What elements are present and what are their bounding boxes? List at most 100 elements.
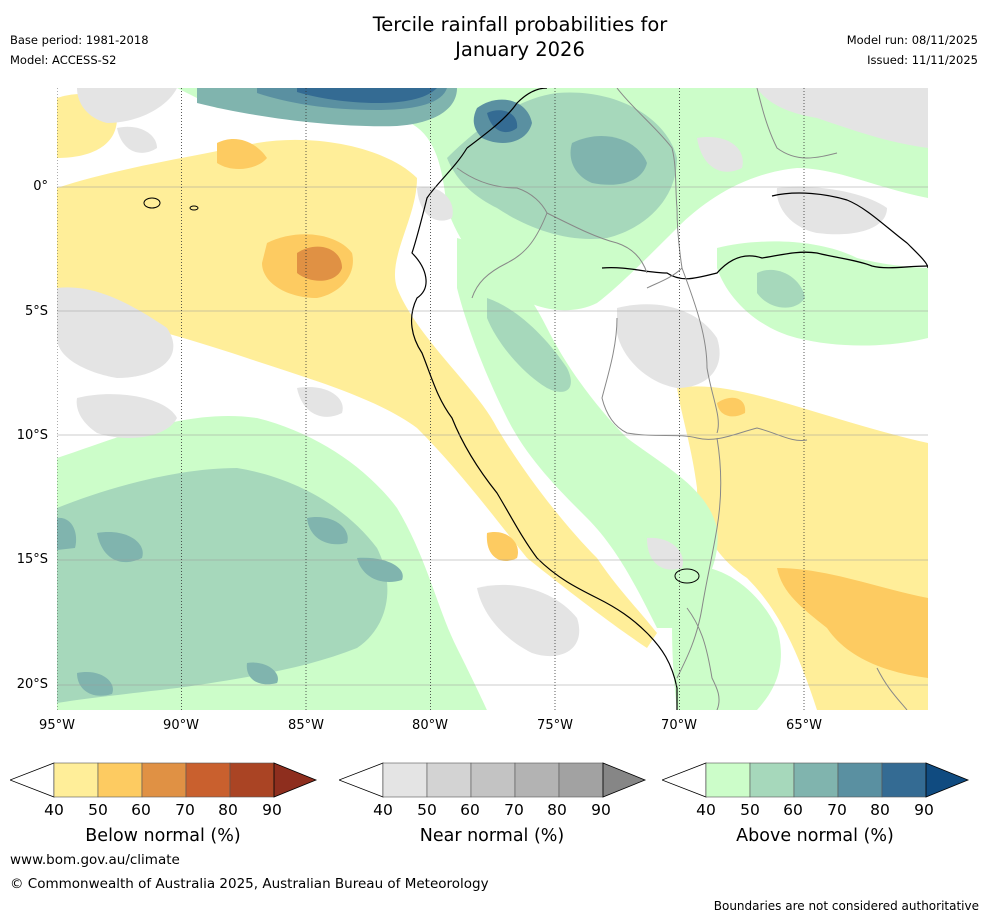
colorbar-swatch-1	[749, 762, 795, 798]
near-normal-east-1	[776, 186, 887, 235]
colorbar-high-extend	[925, 762, 970, 798]
tick-near-70: 70	[504, 801, 524, 819]
tick-near-40: 40	[373, 801, 393, 819]
colorbar-low-extend	[662, 762, 707, 798]
colorbar-swatch-2	[793, 762, 839, 798]
above-normal-60-southwest-1	[97, 532, 143, 563]
galapagos-island-2	[189, 205, 199, 211]
tick-above-40: 40	[696, 801, 716, 819]
near-normal-north-2	[117, 126, 157, 153]
above-normal-50-peru	[487, 298, 571, 392]
colorbar-swatch-4	[558, 762, 604, 798]
above-normal-60-southwest-6	[57, 517, 77, 550]
below-normal-50-southeast	[777, 568, 928, 678]
colorbar-swatch-1	[426, 762, 472, 798]
colorbar-title-above: Above normal (%)	[736, 826, 894, 846]
tick-below-80: 80	[218, 801, 238, 819]
colorbar-below-normal	[10, 762, 318, 798]
colorbar-low-extend	[10, 762, 55, 798]
above-normal-east-brazil	[717, 241, 928, 346]
tick-near-80: 80	[547, 801, 567, 819]
tick-near-60: 60	[460, 801, 480, 819]
tick-below-90: 90	[262, 801, 282, 819]
colorbar-near-normal	[339, 762, 647, 798]
tick-above-70: 70	[827, 801, 847, 819]
below-normal-50-north	[217, 138, 267, 170]
near-normal-coast-1	[417, 187, 453, 221]
near-normal-south-1	[477, 584, 580, 657]
coastline-south-america	[410, 147, 678, 710]
lake-titicaca	[674, 568, 700, 584]
near-normal-east-2	[697, 137, 743, 172]
lat-label-10s: 10°S	[16, 428, 48, 443]
above-normal-50-southwest	[57, 468, 388, 703]
near-normal-west	[57, 287, 174, 378]
meta-left: Base period: 1981-2018 Model: ACCESS-S2	[10, 30, 149, 70]
below-normal-pacific-band	[57, 139, 657, 648]
lat-label-15s: 15°S	[16, 552, 48, 567]
coastline-north	[466, 88, 548, 149]
tick-above-80: 80	[870, 801, 890, 819]
river-amazon	[601, 251, 928, 280]
disclaimer: Boundaries are not considered authoritat…	[713, 899, 979, 913]
near-normal-north-1	[77, 88, 177, 123]
base-period: Base period: 1981-2018	[10, 33, 149, 47]
tick-below-40: 40	[44, 801, 64, 819]
gridlines	[57, 186, 928, 686]
lat-label-0: 0°	[33, 179, 48, 194]
rainfall-probability-map	[57, 88, 928, 710]
near-normal-south-2	[647, 537, 683, 570]
colorbar-swatch-4	[881, 762, 927, 798]
lon-label-90w: 90°W	[163, 718, 199, 733]
lon-label-70w: 70°W	[661, 718, 697, 733]
tick-above-90: 90	[914, 801, 934, 819]
colorbar-swatch-0	[382, 762, 428, 798]
near-normal-north-east	[757, 88, 928, 148]
colorbar-title-near: Near normal (%)	[419, 826, 565, 846]
copyright: © Commonwealth of Australia 2025, Austra…	[10, 876, 489, 892]
meta-right: Model run: 08/11/2025 Issued: 11/11/2025	[847, 30, 978, 70]
colorbar-swatch-3	[185, 762, 231, 798]
colorbar-high-extend	[602, 762, 647, 798]
tick-near-90: 90	[591, 801, 611, 819]
lon-label-80w: 80°W	[412, 718, 448, 733]
above-normal-60-southwest-2	[307, 517, 348, 545]
colorbar-high-extend	[273, 762, 318, 798]
lon-label-75w: 75°W	[537, 718, 573, 733]
below-normal-60-core	[297, 246, 342, 281]
above-normal-60-southwest-3	[357, 557, 403, 582]
colorbar-swatch-0	[705, 762, 751, 798]
model-run: Model run: 08/11/2025	[846, 33, 978, 47]
tick-below-60: 60	[131, 801, 151, 819]
below-normal-50-coast	[486, 532, 518, 561]
lon-label-65w: 65°W	[786, 718, 822, 733]
website-link[interactable]: www.bom.gov.au/climate	[10, 852, 180, 868]
model-name: Model: ACCESS-S2	[10, 53, 117, 67]
tick-below-50: 50	[88, 801, 108, 819]
above-normal-80-north	[297, 88, 437, 103]
colorbar-swatch-4	[229, 762, 275, 798]
colorbar-above-normal	[662, 762, 970, 798]
colorbar-swatch-2	[470, 762, 516, 798]
above-normal-50-east-brazil	[757, 269, 805, 308]
galapagos-island-1	[143, 197, 161, 209]
colorbar-swatch-3	[514, 762, 560, 798]
lat-label-5s: 5°S	[24, 304, 48, 319]
colorbar-low-extend	[339, 762, 384, 798]
lon-label-95w: 95°W	[39, 718, 75, 733]
colorbar-swatch-0	[53, 762, 99, 798]
map-svg	[57, 88, 928, 710]
above-normal-60-southwest-5	[246, 662, 278, 685]
above-normal-60-colombia	[570, 135, 647, 185]
title-line-2: January 2026	[455, 38, 585, 61]
above-normal-60-southwest-4	[77, 672, 113, 696]
colorbar-swatch-2	[141, 762, 187, 798]
title-line-1: Tercile rainfall probabilities for	[372, 13, 668, 36]
colorbar-title-below: Below normal (%)	[85, 826, 241, 846]
lat-label-20s: 20°S	[16, 677, 48, 692]
above-normal-south-bolivia	[672, 566, 781, 710]
colorbar-swatch-1	[97, 762, 143, 798]
coastline-amazon	[771, 192, 928, 269]
colorbar-swatch-3	[837, 762, 883, 798]
near-normal-central-1	[76, 394, 177, 438]
